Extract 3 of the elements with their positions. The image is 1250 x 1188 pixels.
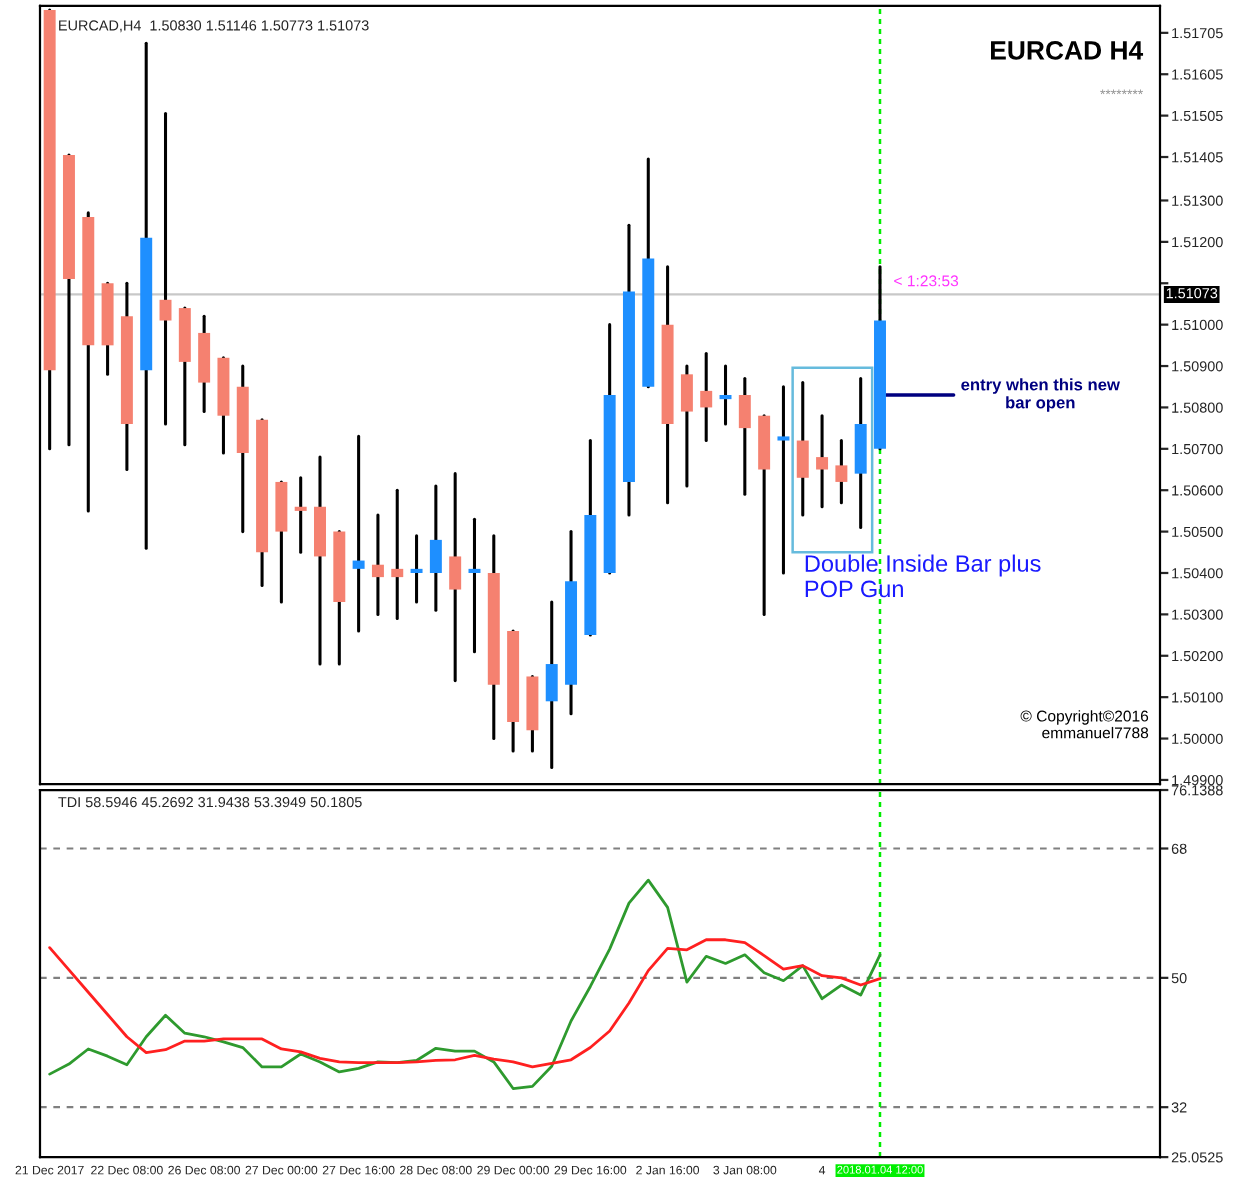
annotation: entry when this new bar open xyxy=(961,378,1120,412)
annotation: Double Inside Bar plus POP Gun xyxy=(805,554,1041,598)
annotation: EURCAD H4 xyxy=(991,41,1144,60)
